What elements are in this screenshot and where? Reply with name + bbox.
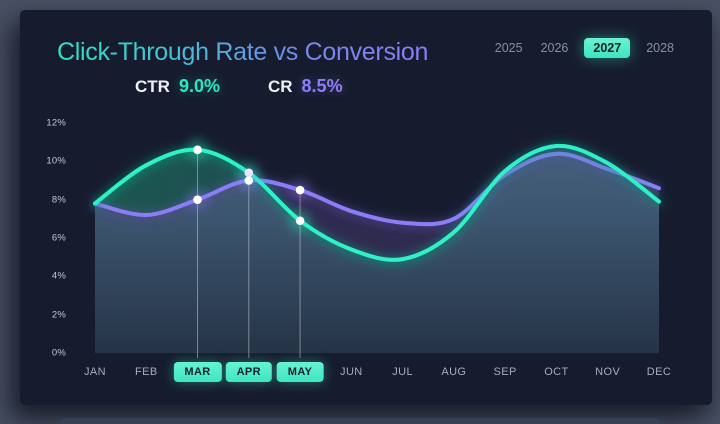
y-tick-10: 10% bbox=[46, 155, 66, 167]
month-label-may[interactable]: MAY bbox=[276, 362, 324, 382]
cr-label: CR bbox=[267, 77, 293, 96]
month-label-aug[interactable]: AUG bbox=[441, 366, 467, 378]
under-curves-area bbox=[95, 153, 659, 353]
cr-data-point-apr[interactable] bbox=[244, 176, 254, 185]
month-label-oct[interactable]: OCT bbox=[544, 366, 569, 378]
y-tick-12: 12% bbox=[46, 117, 66, 129]
y-tick-6: 6% bbox=[51, 232, 66, 244]
year-tab-2027[interactable]: 2027 bbox=[584, 38, 631, 58]
cr-data-point-may[interactable] bbox=[295, 185, 305, 195]
y-tick-8: 8% bbox=[51, 194, 66, 206]
data-points bbox=[186, 138, 312, 232]
year-tab-2026[interactable]: 2026 bbox=[540, 41, 569, 55]
ctr-data-point-may[interactable] bbox=[295, 216, 305, 226]
y-tick-4: 4% bbox=[51, 270, 66, 282]
stats-row: CTR 9.0% CR 8.5% bbox=[135, 76, 343, 97]
chart-card: Click-Through Rate vs Conversion CTR 9.0… bbox=[20, 10, 712, 405]
ctr-value: 9.0% bbox=[178, 76, 220, 96]
ctr-data-point-mar[interactable] bbox=[193, 145, 202, 155]
ctr-cr-chart bbox=[93, 138, 661, 358]
year-tab-2025[interactable]: 2025 bbox=[494, 41, 523, 55]
year-tab-2028[interactable]: 2028 bbox=[646, 41, 674, 55]
month-label-nov[interactable]: NOV bbox=[595, 366, 621, 378]
y-tick-0: 0% bbox=[51, 347, 66, 359]
cr-data-point-mar[interactable] bbox=[193, 195, 202, 204]
month-label-sep[interactable]: SEP bbox=[493, 366, 517, 378]
month-label-dec[interactable]: DEC bbox=[646, 366, 672, 378]
ctr-label: CTR bbox=[135, 77, 170, 96]
month-label-apr[interactable]: APR bbox=[225, 362, 273, 382]
month-label-jun[interactable]: JUN bbox=[340, 366, 363, 378]
cr-value: 8.5% bbox=[301, 76, 343, 96]
month-label-mar[interactable]: MAR bbox=[173, 362, 222, 382]
month-label-jul[interactable]: JUL bbox=[392, 366, 413, 378]
next-card-edge bbox=[60, 418, 660, 424]
page-title: Click-Through Rate vs Conversion bbox=[57, 38, 429, 66]
month-label-jan[interactable]: JAN bbox=[84, 366, 106, 378]
month-label-feb[interactable]: FEB bbox=[134, 366, 158, 378]
y-tick-2: 2% bbox=[51, 309, 66, 321]
year-tabs: 2025 2026 2027 2028 bbox=[493, 38, 676, 58]
